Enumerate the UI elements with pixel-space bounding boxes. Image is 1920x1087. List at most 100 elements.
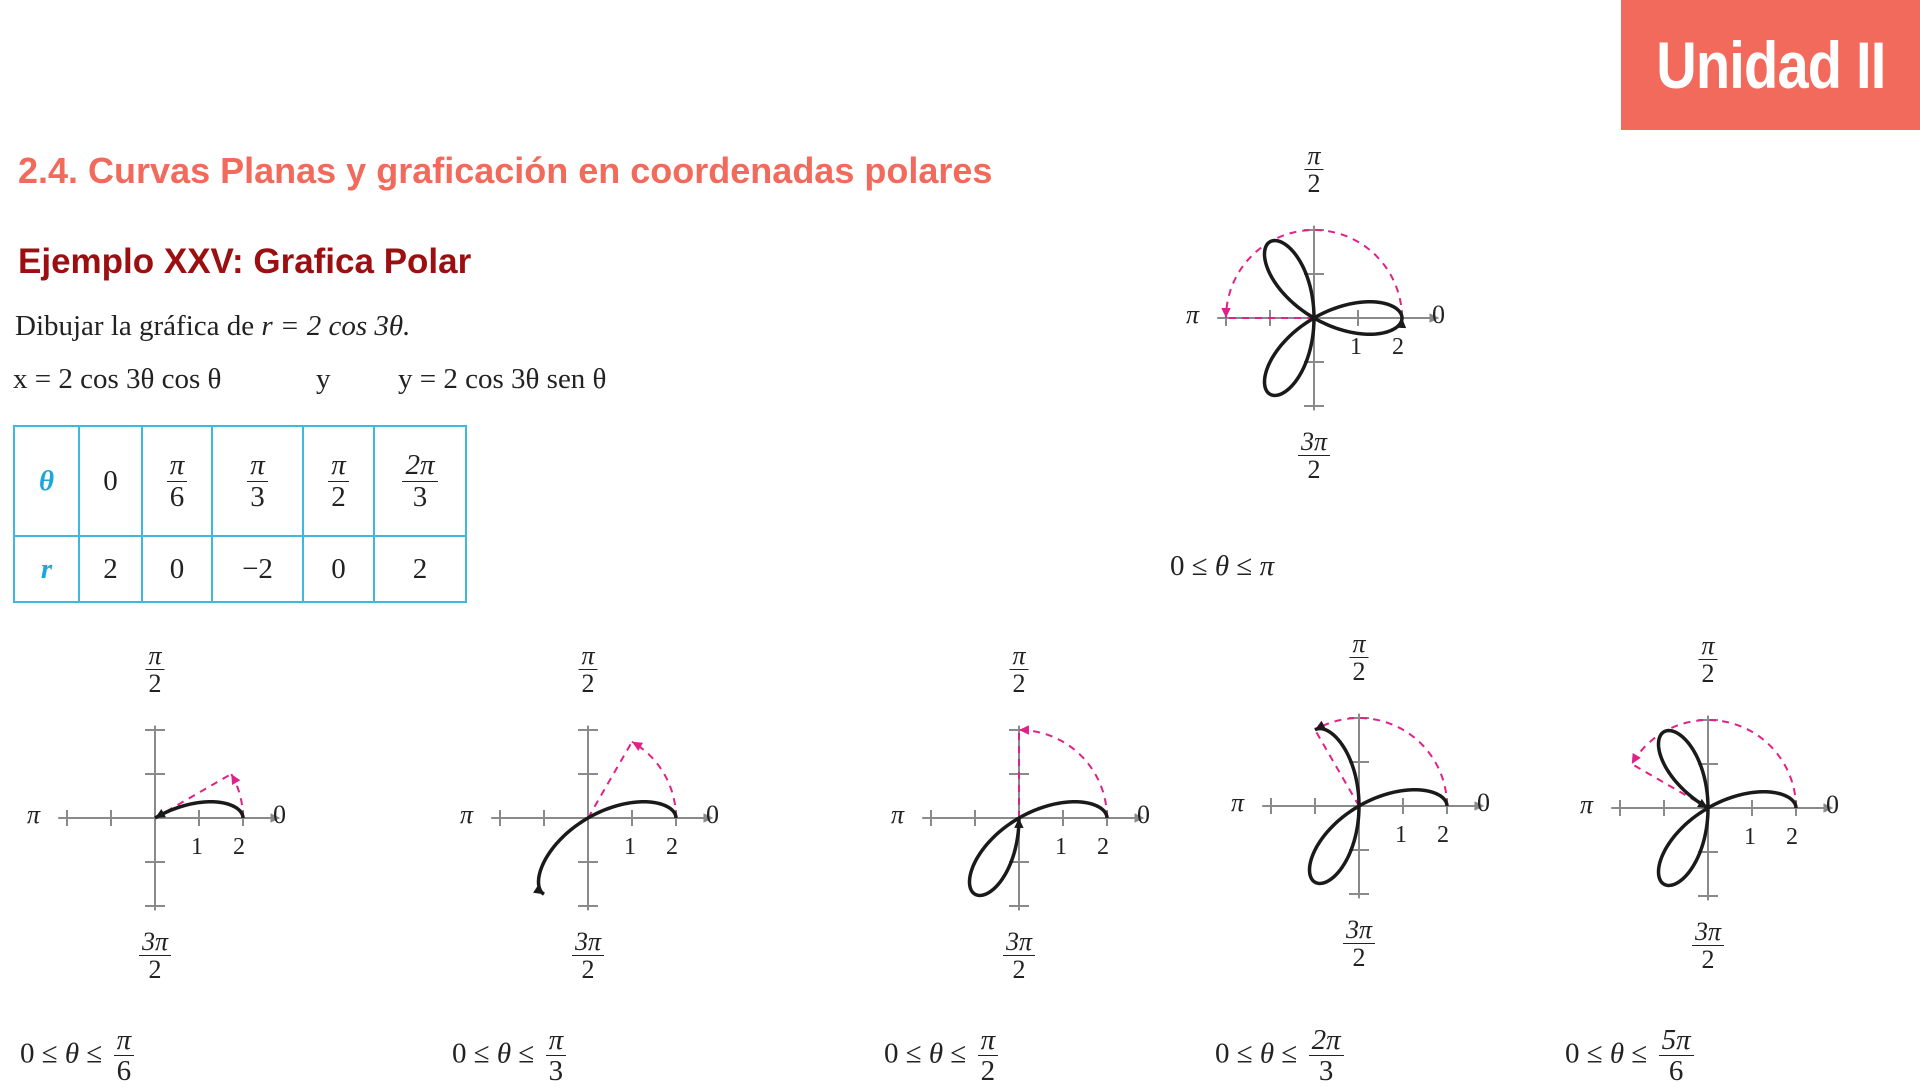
rose-curve	[967, 800, 1109, 898]
label-zero: 0	[1477, 788, 1490, 817]
denominator: 2	[1701, 659, 1715, 689]
tick-label-2: 2	[1392, 334, 1404, 360]
caption-limit: π	[1259, 550, 1275, 582]
label-pi: π	[460, 800, 474, 829]
denominator: 2	[1701, 945, 1715, 975]
numerator: π	[545, 1025, 567, 1057]
denominator: 3	[250, 480, 265, 513]
r-header: r	[13, 535, 80, 603]
sweep-arrow-icon	[1631, 753, 1641, 764]
axis-arrow-icon	[1134, 813, 1145, 823]
numerator: π	[328, 450, 349, 482]
polar-plot	[1217, 225, 1440, 411]
theta-ray	[587, 741, 633, 819]
numerator: π	[113, 1025, 135, 1057]
denominator: 2	[1352, 657, 1366, 687]
curve-arrow-icon	[533, 884, 544, 895]
denominator: 6	[169, 480, 185, 513]
polar-plot	[58, 725, 281, 911]
tick-label-2: 2	[666, 834, 678, 860]
denominator: 6	[1668, 1055, 1684, 1087]
rose-curve	[1307, 726, 1449, 886]
numerator: 5π	[1658, 1025, 1694, 1057]
denominator: 2	[331, 480, 346, 513]
r-cell: 0	[141, 535, 213, 603]
numerator: 3π	[1342, 916, 1376, 945]
theta-sweep-arc	[631, 740, 677, 819]
r-cell: −2	[211, 535, 304, 603]
curve-arrow-icon	[1697, 798, 1708, 808]
y-equation: y = 2 cos 3θ sen θ	[398, 363, 607, 395]
fraction: 3π 2	[1691, 918, 1725, 975]
numerator: 3π	[138, 928, 172, 957]
fraction: 3π 2	[571, 928, 605, 984]
sweep-arrow-icon	[231, 773, 241, 785]
label-3pi-over-2: 3π 2	[1691, 918, 1725, 975]
theta-range-caption: 0 ≤ θ ≤ π	[1170, 550, 1274, 583]
denominator: 2	[148, 955, 162, 985]
curve-arrow-icon	[1014, 818, 1024, 828]
numerator: π	[166, 450, 188, 482]
polar-graph: π 2 3π 2 π 0 1 2	[869, 642, 1169, 988]
label-pi: π	[1186, 300, 1200, 329]
theta-ray	[1314, 729, 1360, 807]
rose-curve	[154, 800, 245, 820]
theta-header: θ	[13, 425, 80, 537]
theta-sweep-arc	[1314, 716, 1448, 807]
denominator: 3	[1318, 1055, 1334, 1087]
tick-label-1: 1	[1395, 822, 1407, 848]
r-cell: 2	[78, 535, 143, 603]
theta-range-caption: 0 ≤ θ ≤ 2π 3	[1215, 1025, 1344, 1087]
theta-range-caption: 0 ≤ θ ≤ 5π 6	[1565, 1025, 1694, 1087]
section-title: 2.4. Curvas Planas y graficación en coor…	[18, 150, 993, 191]
unit-badge: Unidad II	[1621, 0, 1920, 130]
r-cell: 2	[373, 535, 467, 603]
denominator: 2	[1352, 943, 1366, 973]
label-pi: π	[891, 800, 905, 829]
fraction: 2π 3	[1308, 1025, 1344, 1087]
axis-arrow-icon	[703, 813, 714, 823]
unit-badge-label: Unidad II	[1655, 28, 1886, 102]
label-zero: 0	[1137, 800, 1150, 829]
sweep-arrow-icon	[1221, 308, 1231, 318]
polar-graph: π 2 3π 2 π 0 1 2	[1558, 632, 1858, 978]
label-pi: π	[27, 800, 41, 829]
polar-plot	[491, 725, 714, 911]
caption-prefix: 0 ≤ θ ≤	[452, 1037, 542, 1070]
label-zero: 0	[1826, 790, 1839, 819]
tick-label-1: 1	[1055, 834, 1067, 860]
rose-curve	[1262, 238, 1404, 398]
tick-label-2: 2	[233, 834, 245, 860]
numerator: π	[1349, 630, 1369, 659]
numerator: π	[578, 642, 598, 671]
denominator: 3	[548, 1055, 564, 1087]
denominator: 2	[1307, 455, 1321, 485]
r-cell: 0	[302, 535, 375, 603]
numerator: 3π	[1002, 928, 1036, 957]
denominator: 3	[412, 480, 428, 513]
rose-curve	[536, 800, 678, 896]
rose-curve	[1656, 728, 1798, 888]
polar-graph: π 2 3π 2 π 0 1 2	[438, 642, 738, 988]
fraction: 2π 3	[402, 450, 438, 513]
caption-prefix: 0 ≤ θ ≤	[20, 1037, 110, 1070]
numerator: 3π	[1691, 918, 1725, 947]
polar-plot	[1262, 713, 1485, 899]
label-zero: 0	[273, 800, 286, 829]
